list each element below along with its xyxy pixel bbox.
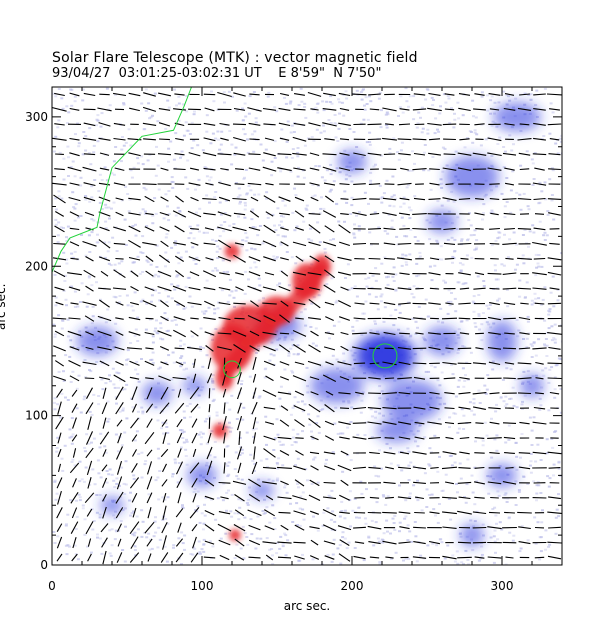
x-tick-label: 200 bbox=[341, 579, 364, 593]
transverse-field-vectors bbox=[52, 91, 562, 565]
x-tick-label: 100 bbox=[191, 579, 214, 593]
y-tick-label: 300 bbox=[25, 110, 48, 124]
x-tick-label: 0 bbox=[48, 579, 56, 593]
sunspot-contour-1 bbox=[372, 343, 398, 369]
limb-contour bbox=[52, 87, 192, 273]
sunspot-contour-0 bbox=[223, 360, 241, 379]
axis-ticks bbox=[51, 86, 563, 566]
polarity-patches bbox=[76, 101, 544, 548]
y-tick-label: 100 bbox=[25, 409, 48, 423]
contour-lines bbox=[52, 87, 398, 379]
weak-field-noise bbox=[52, 87, 562, 565]
plot-subtitle: 93/04/27 03:01:25-03:02:31 UT E 8'59" N … bbox=[52, 66, 382, 81]
y-tick-label: 200 bbox=[25, 259, 48, 273]
y-axis-label: arc sec. bbox=[0, 283, 8, 330]
axis-tick-labels: 0 100 200 300 0 100 200 300 bbox=[25, 110, 513, 593]
x-tick-label: 300 bbox=[491, 579, 514, 593]
y-tick-label: 0 bbox=[40, 558, 48, 572]
plot-title: Solar Flare Telescope (MTK) : vector mag… bbox=[52, 50, 418, 66]
x-axis-label: arc sec. bbox=[284, 599, 330, 613]
